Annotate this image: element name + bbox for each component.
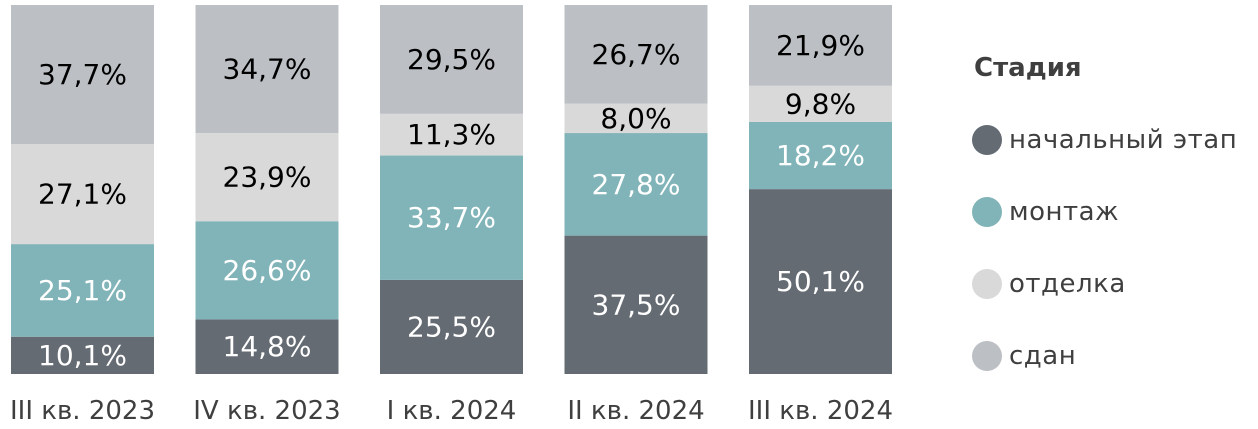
bar-value-label: 25,5% (407, 310, 496, 343)
legend-marker-icon (972, 125, 1002, 155)
legend-label: сдан (1009, 341, 1077, 371)
bar-segment (380, 113, 523, 156)
bar-segment (749, 121, 892, 190)
bar-value-label: 27,1% (38, 178, 127, 211)
bar-segment (564, 5, 708, 104)
legend-title: Стадия (974, 53, 1082, 83)
legend-item-finishing: отделка (972, 266, 1258, 302)
x-tick-label: III кв. 2023 (10, 396, 155, 426)
legend-label: отделка (1009, 269, 1126, 299)
legend-marker-icon (972, 197, 1002, 227)
stacked-bar-chart: 10,1% 25,1% 27,1% 37,7% III кв. 2023 14,8% 26,… (10, 5, 893, 426)
bar-segment (195, 133, 339, 222)
bar-value-label: 8,0% (600, 102, 671, 135)
legend-item-installation: монтаж (972, 194, 1258, 230)
x-tick-label: II кв. 2024 (567, 396, 704, 426)
bar-value-label: 33,7% (407, 201, 496, 234)
bar-segment (11, 244, 154, 337)
bar-value-label: 21,9% (776, 29, 865, 62)
bar-segment (564, 235, 708, 374)
bar-value-label: 37,5% (592, 288, 681, 321)
bar-segment (564, 133, 708, 236)
bar-segment (380, 5, 523, 114)
bar-segment (195, 5, 339, 134)
bar-value-label: 34,7% (223, 53, 312, 86)
bar-value-label: 11,3% (407, 118, 496, 151)
legend-marker-icon (972, 269, 1002, 299)
bar-value-label: 18,2% (776, 139, 865, 172)
bar-value-label: 26,7% (592, 38, 681, 71)
bar-value-label: 50,1% (776, 265, 865, 298)
bar-value-label: 27,8% (592, 168, 681, 201)
bar-segment (195, 221, 339, 320)
bar-value-label: 14,8% (223, 330, 312, 363)
x-tick-label: I кв. 2024 (387, 396, 517, 426)
legend-item-initial-stage: начальный этап (972, 122, 1258, 158)
legend-marker-icon (972, 341, 1002, 371)
bar-segment (749, 5, 892, 86)
bar-value-label: 25,1% (38, 274, 127, 307)
bar-segment (11, 336, 154, 374)
bar-value-label: 9,8% (785, 87, 856, 120)
bar-segment (380, 279, 523, 374)
x-tick-label: IV кв. 2023 (193, 396, 340, 426)
bar-segment (749, 189, 892, 374)
bar-segment (749, 85, 892, 122)
bar-value-label: 29,5% (407, 43, 496, 76)
legend-label: начальный этап (1009, 125, 1238, 155)
bar-segment (11, 5, 154, 145)
bar-segment (564, 103, 708, 134)
bar-value-label: 10,1% (38, 339, 127, 372)
bar-value-label: 23,9% (223, 161, 312, 194)
bar-value-label: 26,6% (223, 254, 312, 287)
bar-value-label: 37,7% (38, 58, 127, 91)
legend-item-completed: сдан (972, 338, 1258, 374)
bar-segment (11, 144, 154, 245)
legend: Стадия начальный этап монтаж отделка сда… (972, 50, 1258, 374)
x-tick-label: III кв. 2024 (748, 396, 893, 426)
bar-segment (195, 319, 339, 374)
bar-segment (380, 155, 523, 280)
legend-label: монтаж (1009, 197, 1120, 227)
